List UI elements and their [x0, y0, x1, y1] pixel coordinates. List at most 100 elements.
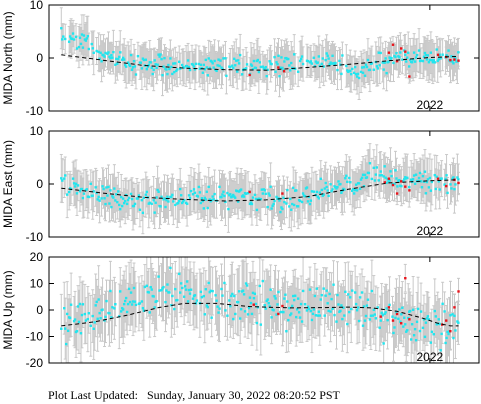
- data-point: [345, 174, 348, 177]
- data-point: [199, 290, 203, 294]
- data-point: [297, 311, 301, 314]
- data-point: [220, 287, 223, 291]
- data-point: [399, 320, 402, 323]
- data-point: [378, 326, 381, 329]
- data-point: [358, 187, 362, 190]
- data-point: [166, 283, 169, 286]
- data-point: [242, 195, 246, 198]
- data-point: [119, 290, 122, 293]
- data-point: [298, 316, 302, 319]
- data-point: [175, 69, 178, 73]
- data-point: [330, 189, 333, 193]
- data-point: [369, 314, 373, 317]
- data-point: [360, 176, 364, 179]
- data-point: [161, 73, 164, 77]
- data-point: [364, 314, 368, 318]
- data-point: [242, 293, 246, 296]
- data-point: [168, 67, 171, 71]
- data-point: [123, 199, 127, 203]
- data-point: [296, 205, 300, 208]
- data-point: [339, 182, 342, 186]
- data-point: [224, 200, 227, 204]
- data-point: [199, 63, 203, 67]
- data-point: [283, 200, 286, 204]
- data-point: [237, 290, 241, 293]
- data-point: [65, 312, 69, 316]
- data-point: [434, 315, 437, 318]
- data-point: [303, 195, 307, 198]
- data-point: [422, 318, 426, 321]
- data-point: [266, 68, 269, 72]
- data-point: [325, 185, 328, 189]
- panel-1: 10 0 -10 2022 MIDA North (mm): [1, 0, 480, 118]
- data-point: [102, 187, 105, 191]
- data-point: [232, 317, 235, 321]
- data-point: [217, 58, 220, 61]
- data-point: [207, 57, 210, 60]
- data-point: [141, 211, 145, 215]
- data-point: [96, 198, 99, 201]
- data-point: [78, 36, 82, 40]
- data-point: [114, 63, 117, 66]
- data-point: [86, 34, 90, 38]
- data-point: [162, 65, 165, 68]
- data-point: [173, 307, 176, 311]
- data-point: [377, 51, 380, 54]
- data-point-recent: [457, 181, 460, 185]
- data-point: [301, 62, 305, 66]
- data-point: [184, 288, 188, 291]
- data-point: [117, 190, 120, 193]
- data-point: [268, 60, 271, 63]
- data-point: [322, 287, 325, 290]
- data-point: [438, 188, 441, 191]
- data-point: [398, 178, 401, 182]
- data-point: [438, 322, 441, 326]
- data-point: [395, 311, 398, 314]
- data-point: [240, 73, 244, 76]
- data-point: [452, 176, 455, 179]
- data-point: [160, 57, 163, 61]
- data-point: [308, 288, 312, 291]
- y-axis-label: MIDA Up (mm): [1, 270, 15, 349]
- data-point: [68, 35, 72, 38]
- data-point: [206, 206, 209, 210]
- data-point: [403, 178, 406, 181]
- data-point: [206, 74, 209, 77]
- data-point: [198, 67, 202, 70]
- data-point: [286, 188, 289, 192]
- data-point: [387, 60, 390, 63]
- data-point: [384, 176, 387, 179]
- data-point: [75, 47, 79, 50]
- data-point: [453, 314, 456, 318]
- data-point: [310, 318, 314, 322]
- data-point: [439, 57, 442, 60]
- data-point: [204, 288, 207, 291]
- data-point: [326, 189, 329, 192]
- data-point: [328, 292, 331, 296]
- data-point: [283, 60, 286, 63]
- data-point: [288, 205, 291, 208]
- data-point: [167, 200, 170, 203]
- data-point: [266, 205, 269, 209]
- data-point: [331, 54, 334, 57]
- data-point: [256, 58, 260, 62]
- data-point: [298, 59, 302, 63]
- data-point: [259, 65, 263, 69]
- data-point: [417, 49, 421, 52]
- data-point: [170, 65, 173, 69]
- data-point-recent: [399, 180, 403, 183]
- data-point: [224, 309, 227, 312]
- data-point: [180, 63, 184, 67]
- y-tick-label: -10: [26, 104, 44, 118]
- data-point: [265, 299, 268, 303]
- data-point: [398, 308, 401, 311]
- data-point: [189, 288, 193, 291]
- data-point: [394, 316, 397, 320]
- data-point-recent: [282, 70, 286, 73]
- data-point: [446, 191, 449, 195]
- data-point: [124, 65, 128, 68]
- data-point: [456, 176, 459, 179]
- data-point: [87, 47, 91, 51]
- data-point: [176, 68, 179, 71]
- data-point: [395, 51, 398, 55]
